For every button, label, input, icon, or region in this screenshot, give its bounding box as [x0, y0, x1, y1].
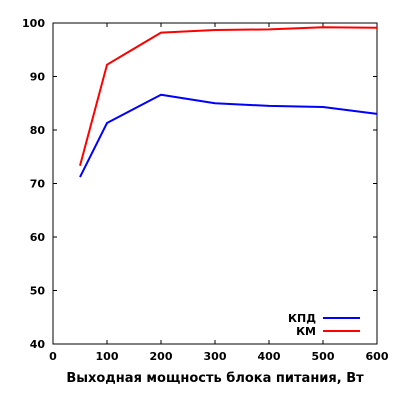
y-tick-label: 60	[30, 231, 46, 244]
series-lines	[79, 26, 378, 178]
plot-frame	[52, 22, 378, 345]
axes	[52, 22, 378, 345]
x-tick-label: 100	[96, 350, 119, 363]
y-tick-label: 50	[30, 285, 46, 298]
ticks: 0 100 200 300 400 500 600 40 50 60 70 80 90 100	[22, 17, 389, 363]
y-tick-label: 40	[30, 338, 46, 351]
x-tick-label: 200	[150, 350, 173, 363]
x-tick-label: 0	[49, 350, 57, 363]
x-tick-label: 600	[366, 350, 389, 363]
x-axis-title: Выходная мощность блока питания, Вт	[66, 371, 364, 386]
y-tick-label: 90	[30, 71, 46, 84]
y-tick-label: 80	[30, 124, 46, 137]
series-line-1	[79, 26, 378, 167]
legend-label: КПД	[288, 312, 316, 325]
y-tick-label: 70	[30, 178, 46, 191]
legend-label: КМ	[296, 325, 316, 338]
x-tick-label: 300	[204, 350, 227, 363]
x-tick-label: 400	[258, 350, 281, 363]
series-line-0	[79, 93, 378, 178]
x-tick-label: 500	[312, 350, 335, 363]
y-tick-label: 100	[22, 17, 45, 30]
